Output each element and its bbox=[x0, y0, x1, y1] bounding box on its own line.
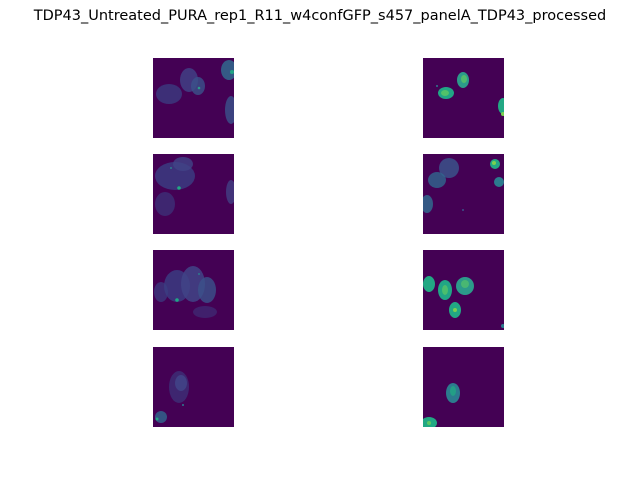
microscopy-panel-left-1 bbox=[153, 58, 234, 138]
microscopy-image-right-3 bbox=[423, 250, 504, 330]
microscopy-panel-right-4 bbox=[423, 347, 504, 427]
microscopy-image-right-4 bbox=[423, 347, 504, 427]
microscopy-image-right-2 bbox=[423, 154, 504, 234]
microscopy-image-left-3 bbox=[153, 250, 234, 330]
microscopy-image-left-4 bbox=[153, 347, 234, 427]
microscopy-panel-right-3 bbox=[423, 250, 504, 330]
microscopy-image-right-1 bbox=[423, 58, 504, 138]
microscopy-panel-left-3 bbox=[153, 250, 234, 330]
microscopy-image-left-2 bbox=[153, 154, 234, 234]
microscopy-panel-right-2 bbox=[423, 154, 504, 234]
microscopy-panel-right-1 bbox=[423, 58, 504, 138]
figure-title: TDP43_Untreated_PURA_rep1_R11_w4confGFP_… bbox=[33, 8, 607, 24]
microscopy-panel-left-4 bbox=[153, 347, 234, 427]
microscopy-panel-left-2 bbox=[153, 154, 234, 234]
microscopy-image-left-1 bbox=[153, 58, 234, 138]
